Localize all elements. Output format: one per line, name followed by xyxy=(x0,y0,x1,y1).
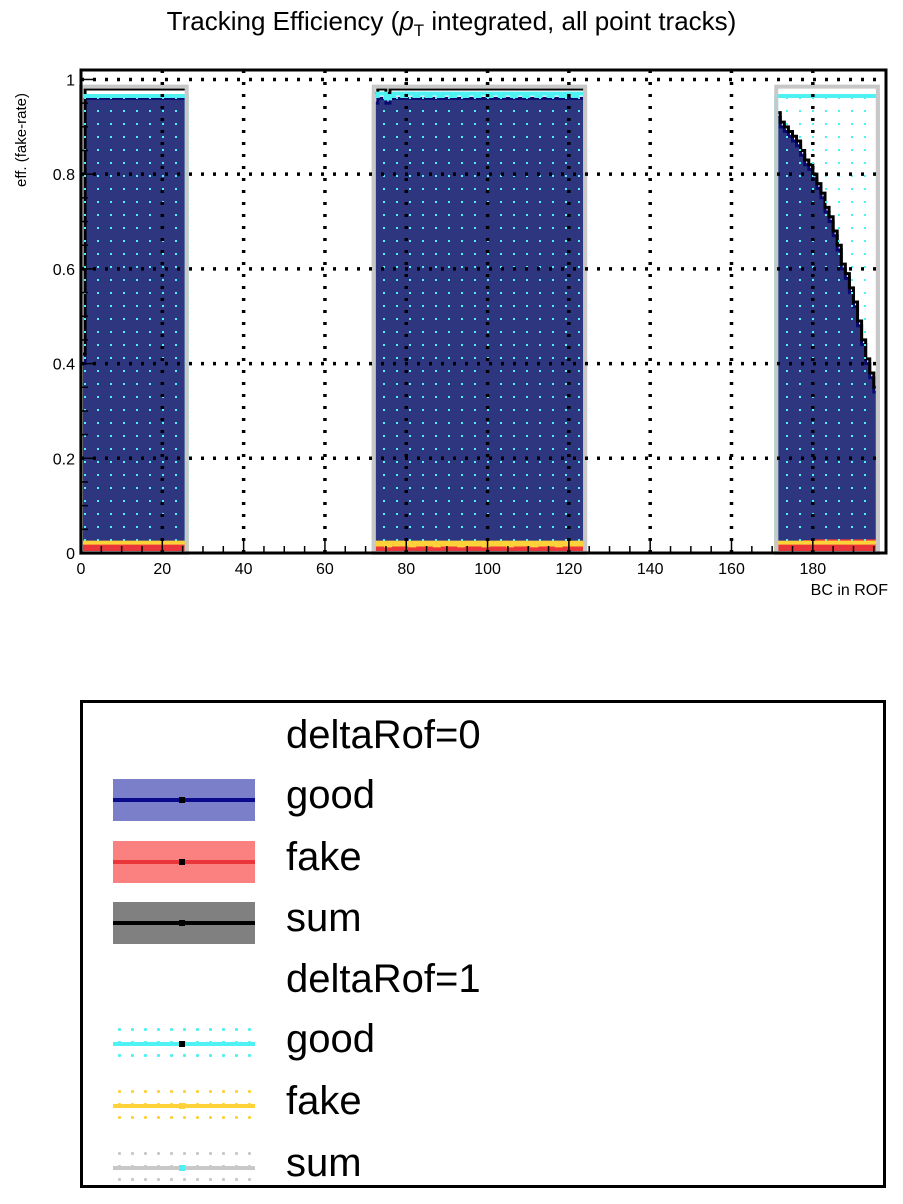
legend-label: good xyxy=(286,773,375,817)
title-prefix: Tracking Efficiency ( xyxy=(166,6,400,36)
series-sum-outline xyxy=(79,84,189,555)
y-tick-label: 1 xyxy=(66,72,75,89)
y-tick-label: 0.4 xyxy=(53,357,75,374)
series-sum-outline xyxy=(371,84,588,555)
legend-label: sum xyxy=(286,1141,362,1185)
plot-area: 0 20 40 60 80 100 120 140 160 180 0 0.2 0.4 0.6 0.8 1 e… xyxy=(13,68,889,599)
series-deltarof1-sum xyxy=(79,84,880,555)
legend: deltaRof=0 good fake sum deltaRof=1 good fa… xyxy=(80,700,886,1189)
title-suffix: integrated, all point tracks) xyxy=(424,6,737,36)
series-fake-outline xyxy=(774,540,880,555)
legend-swatch-marker xyxy=(179,1165,185,1171)
plot-frame xyxy=(79,68,888,555)
legend-swatch xyxy=(113,1147,255,1189)
legend-swatch-marker xyxy=(179,1103,185,1109)
legend-label: fake xyxy=(286,835,362,879)
series-fake-outline xyxy=(79,540,189,555)
legend-group-header: deltaRof=1 xyxy=(83,953,883,1013)
axis-layer: 0 20 40 60 80 100 120 140 160 180 0 0.2 0.4 0.6 0.8 1 xyxy=(53,68,888,578)
x-axis-label: BC in ROF xyxy=(811,582,889,599)
y-tick-label: 0.6 xyxy=(53,262,75,279)
legend-group-header: deltaRof=0 xyxy=(83,709,883,769)
legend-swatch xyxy=(113,1023,255,1065)
legend-swatch-marker xyxy=(179,1041,185,1047)
x-tick-label: 0 xyxy=(77,561,86,578)
legend-entry-sum: sum xyxy=(83,1137,883,1197)
legend-entry-sum: sum xyxy=(83,892,883,952)
title-subscript: T xyxy=(413,21,425,41)
series-sum-outline xyxy=(774,84,880,555)
y-tick-label: 0.8 xyxy=(53,167,75,184)
series-sum-line xyxy=(373,87,586,96)
x-tick-label: 60 xyxy=(316,561,334,578)
x-tick-label: 180 xyxy=(799,561,826,578)
legend-entry-fake: fake xyxy=(83,831,883,891)
chart-title: Tracking Efficiency (pT integrated, all … xyxy=(0,6,903,41)
x-tick-label: 140 xyxy=(637,561,664,578)
legend-swatch xyxy=(113,779,255,821)
legend-label: sum xyxy=(286,896,362,940)
series-good-dots xyxy=(776,96,878,553)
legend-entry-good: good xyxy=(83,769,883,829)
legend-swatch-marker xyxy=(179,920,185,926)
legend-label: fake xyxy=(286,1079,362,1123)
legend-label: good xyxy=(286,1017,375,1061)
x-tick-label: 120 xyxy=(556,561,583,578)
y-axis-label: eff. (fake-rate) xyxy=(13,93,30,187)
legend-group-label: deltaRof=1 xyxy=(286,957,481,1001)
y-tick-label: 0.2 xyxy=(53,451,75,468)
series-deltarof1-fake xyxy=(79,540,880,555)
legend-entry-good: good xyxy=(83,1013,883,1073)
legend-swatch xyxy=(113,1085,255,1127)
y-tick-label: 0 xyxy=(66,546,75,563)
series-good-outline xyxy=(79,94,189,555)
legend-swatch xyxy=(113,902,255,944)
series-sum-line xyxy=(81,87,187,356)
series-good-outline xyxy=(774,94,880,555)
grid-layer xyxy=(81,70,886,553)
title-italic: p xyxy=(399,6,414,36)
series-good-dots xyxy=(373,93,586,554)
x-tick-label: 20 xyxy=(153,561,171,578)
x-tick-label: 160 xyxy=(718,561,745,578)
legend-entry-fake: fake xyxy=(83,1075,883,1135)
legend-swatch-marker xyxy=(179,797,185,803)
series-deltarof1-good xyxy=(79,91,880,555)
series-layer xyxy=(79,84,880,555)
legend-group-label: deltaRof=0 xyxy=(286,713,481,757)
x-tick-label: 40 xyxy=(235,561,253,578)
legend-swatch-marker xyxy=(179,859,185,865)
series-good-dots xyxy=(81,96,187,553)
legend-swatch xyxy=(113,841,255,883)
x-tick-label: 100 xyxy=(474,561,501,578)
x-tick-label: 80 xyxy=(397,561,415,578)
series-fake-outline xyxy=(371,540,588,555)
